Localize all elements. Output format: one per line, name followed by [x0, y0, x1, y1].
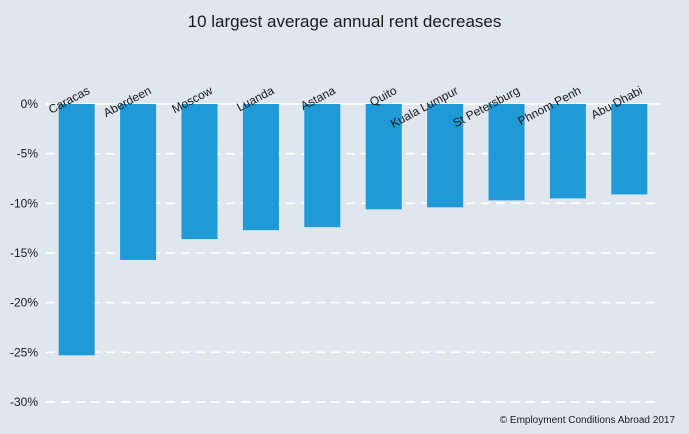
bar: [242, 104, 279, 231]
y-tick-label: 0%: [21, 97, 39, 111]
y-tick-label: -10%: [10, 196, 38, 210]
bar: [427, 104, 464, 208]
bar: [181, 104, 218, 240]
y-tick-label: -20%: [10, 296, 38, 310]
y-tick-label: -5%: [17, 147, 39, 161]
bar: [304, 104, 341, 228]
bar: [611, 104, 648, 195]
bar: [58, 104, 95, 356]
y-tick-label: -15%: [10, 246, 38, 260]
chart-title: 10 largest average annual rent decreases: [187, 12, 502, 31]
bar: [365, 104, 402, 210]
y-tick-label: -30%: [10, 395, 38, 409]
bar: [120, 104, 157, 260]
bar: [549, 104, 586, 199]
y-tick-label: -25%: [10, 345, 38, 359]
bar: [488, 104, 525, 201]
copyright-credit: © Employment Conditions Abroad 2017: [499, 415, 675, 426]
